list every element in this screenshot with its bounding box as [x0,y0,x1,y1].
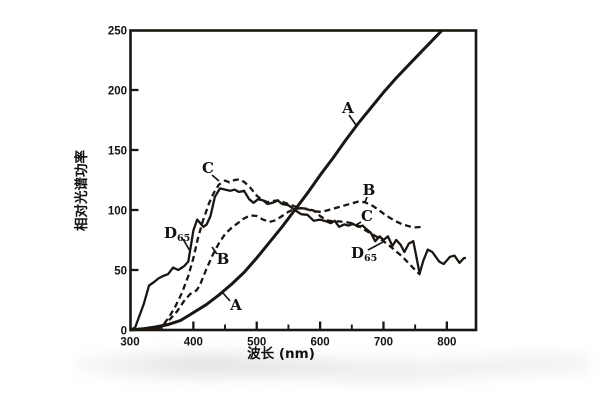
y-tick-label: 100 [108,206,127,218]
axis-ticks [130,88,448,330]
y-tick-label: 50 [114,266,127,278]
label-c-right: C [361,207,373,225]
x-tick-label: 600 [311,337,330,349]
plot-frame [129,29,478,332]
label-d65-left: D65 [164,224,190,244]
label-a-left: A [229,296,242,314]
label-a-left-leader [222,292,231,302]
label-c-left: C [202,159,214,177]
label-b-left-leader [211,246,218,255]
illuminant-curves [129,28,466,332]
label-b-right: B [363,181,376,199]
curve-D65 [129,187,466,332]
y-tick-label: 200 [108,86,127,98]
label-c-right-leader [355,221,362,226]
x-tick-label: 300 [120,337,139,349]
label-b-right-leader [364,196,368,203]
x-tick-label: 800 [437,337,456,349]
label-d65-left-leader [182,238,191,252]
y-tick-label: 250 [108,26,127,38]
x-tick-label: 400 [184,337,203,349]
curve-C [155,178,421,331]
curve-B [151,200,423,332]
label-d65-right-leader [367,241,384,251]
curve-A [129,28,444,332]
x-tick-label: 700 [374,337,393,349]
x-tick-label: 500 [247,337,266,349]
scan-shadow-smudge [75,341,590,395]
label-c-left-leader [211,174,220,182]
y-axis-title: 相对光谱功率 [73,150,90,231]
label-a-right-leader [348,114,357,126]
label-a-right: A [341,99,354,117]
axis-tick-labels: 300 400 500 600 700 800 0 50 100 150 200 250 [108,26,457,349]
y-tick-label: 150 [108,146,127,158]
x-axis-title: 波长 (nm) [247,345,315,362]
y-tick-label: 0 [121,326,127,338]
label-b-left: B [217,250,230,268]
